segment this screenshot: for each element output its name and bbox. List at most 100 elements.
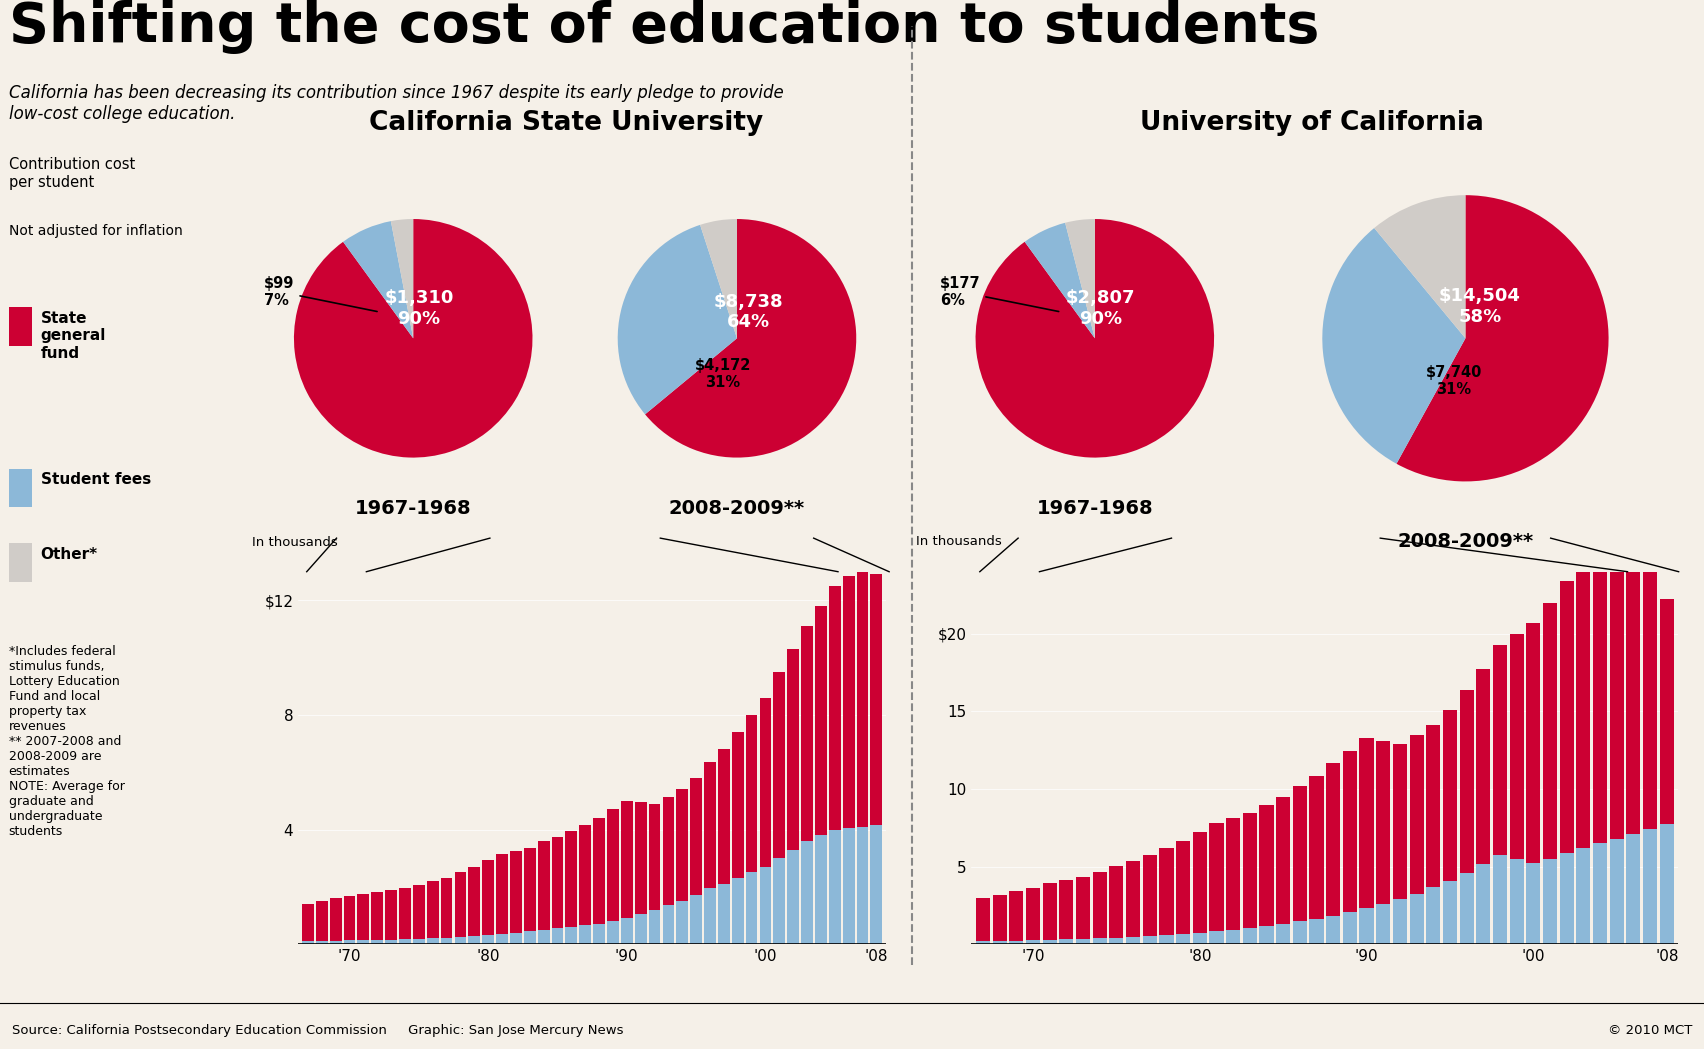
Bar bbox=[828, 586, 840, 830]
Bar bbox=[1293, 921, 1307, 944]
Bar bbox=[1443, 881, 1457, 944]
Bar bbox=[746, 715, 758, 873]
Bar bbox=[315, 941, 327, 944]
Bar bbox=[399, 887, 411, 939]
Wedge shape bbox=[1397, 195, 1609, 481]
Bar bbox=[1193, 933, 1206, 944]
Bar bbox=[1542, 603, 1557, 859]
Bar bbox=[1242, 813, 1258, 928]
Wedge shape bbox=[295, 219, 532, 457]
Bar bbox=[1276, 796, 1290, 924]
Bar bbox=[1610, 539, 1624, 838]
Bar bbox=[344, 940, 356, 944]
Bar bbox=[1443, 710, 1457, 881]
Bar bbox=[482, 935, 494, 944]
Text: $99
7%: $99 7% bbox=[264, 276, 377, 312]
Bar bbox=[538, 841, 549, 929]
Text: California State University: California State University bbox=[370, 110, 763, 136]
Bar bbox=[649, 909, 661, 944]
Bar bbox=[663, 796, 675, 905]
Bar bbox=[1143, 855, 1157, 936]
Bar bbox=[1259, 926, 1273, 944]
Text: $14,504
58%: $14,504 58% bbox=[1438, 287, 1520, 326]
Bar bbox=[1643, 830, 1658, 944]
Text: $7,740
31%: $7,740 31% bbox=[1426, 365, 1482, 398]
Bar bbox=[704, 889, 716, 944]
Bar bbox=[412, 884, 424, 939]
Bar bbox=[579, 925, 591, 944]
Bar bbox=[1643, 514, 1658, 830]
Bar bbox=[1109, 938, 1123, 944]
Bar bbox=[1343, 751, 1356, 913]
Wedge shape bbox=[646, 219, 855, 457]
Bar bbox=[399, 939, 411, 944]
Bar bbox=[1559, 581, 1574, 853]
Bar bbox=[1510, 859, 1523, 944]
Bar bbox=[690, 778, 702, 896]
Bar bbox=[1009, 892, 1024, 941]
Bar bbox=[1159, 849, 1174, 935]
Bar bbox=[760, 866, 772, 944]
Bar bbox=[1377, 741, 1390, 904]
Bar bbox=[1210, 822, 1223, 932]
Bar bbox=[1259, 805, 1273, 926]
Bar bbox=[426, 939, 438, 944]
Bar bbox=[1043, 883, 1056, 940]
Bar bbox=[717, 749, 729, 884]
Bar bbox=[1043, 940, 1056, 944]
Bar bbox=[1060, 880, 1074, 940]
Bar bbox=[482, 860, 494, 935]
Bar bbox=[1576, 564, 1590, 848]
Bar bbox=[774, 672, 786, 858]
Bar bbox=[636, 914, 646, 944]
Text: 2008-2009**: 2008-2009** bbox=[1397, 532, 1534, 551]
Bar bbox=[552, 837, 564, 928]
Bar bbox=[1309, 776, 1324, 919]
Text: $4,172
31%: $4,172 31% bbox=[695, 358, 751, 390]
Bar bbox=[1360, 908, 1373, 944]
Bar bbox=[315, 901, 327, 941]
Bar bbox=[731, 732, 743, 878]
Bar bbox=[1426, 887, 1440, 944]
Bar bbox=[801, 841, 813, 944]
Bar bbox=[1576, 848, 1590, 944]
Bar bbox=[857, 569, 869, 827]
Text: *Includes federal
stimulus funds,
Lottery Education
Fund and local
property tax
: *Includes federal stimulus funds, Lotter… bbox=[9, 645, 124, 838]
Bar bbox=[676, 901, 688, 944]
Bar bbox=[1360, 737, 1373, 908]
Bar bbox=[302, 903, 314, 941]
Bar bbox=[1210, 932, 1223, 944]
Bar bbox=[649, 804, 661, 909]
Bar bbox=[1109, 866, 1123, 938]
Bar bbox=[441, 878, 453, 938]
Wedge shape bbox=[1322, 228, 1465, 464]
Bar bbox=[976, 941, 990, 944]
Bar bbox=[538, 929, 549, 944]
Text: In thousands: In thousands bbox=[252, 536, 337, 549]
Text: Shifting the cost of education to students: Shifting the cost of education to studen… bbox=[9, 0, 1319, 53]
Text: $1,310
90%: $1,310 90% bbox=[385, 290, 453, 328]
Bar bbox=[579, 826, 591, 925]
Text: State
general
fund: State general fund bbox=[41, 311, 106, 361]
Bar bbox=[774, 858, 786, 944]
Bar bbox=[704, 763, 716, 889]
Bar bbox=[843, 828, 854, 944]
Wedge shape bbox=[976, 219, 1213, 457]
Text: 2008-2009**: 2008-2009** bbox=[670, 499, 804, 518]
Bar bbox=[1493, 855, 1506, 944]
Bar bbox=[1343, 913, 1356, 944]
Bar bbox=[1176, 841, 1189, 934]
Bar bbox=[1009, 941, 1024, 944]
Bar bbox=[9, 543, 32, 582]
Bar bbox=[331, 941, 341, 944]
Text: In thousands: In thousands bbox=[917, 535, 1002, 549]
Bar bbox=[815, 835, 826, 944]
Bar bbox=[1143, 936, 1157, 944]
Bar bbox=[731, 878, 743, 944]
Bar bbox=[358, 940, 370, 944]
Wedge shape bbox=[343, 221, 412, 338]
Bar bbox=[1476, 668, 1491, 864]
Bar bbox=[1660, 825, 1673, 944]
Bar bbox=[801, 626, 813, 841]
Bar bbox=[566, 927, 578, 944]
